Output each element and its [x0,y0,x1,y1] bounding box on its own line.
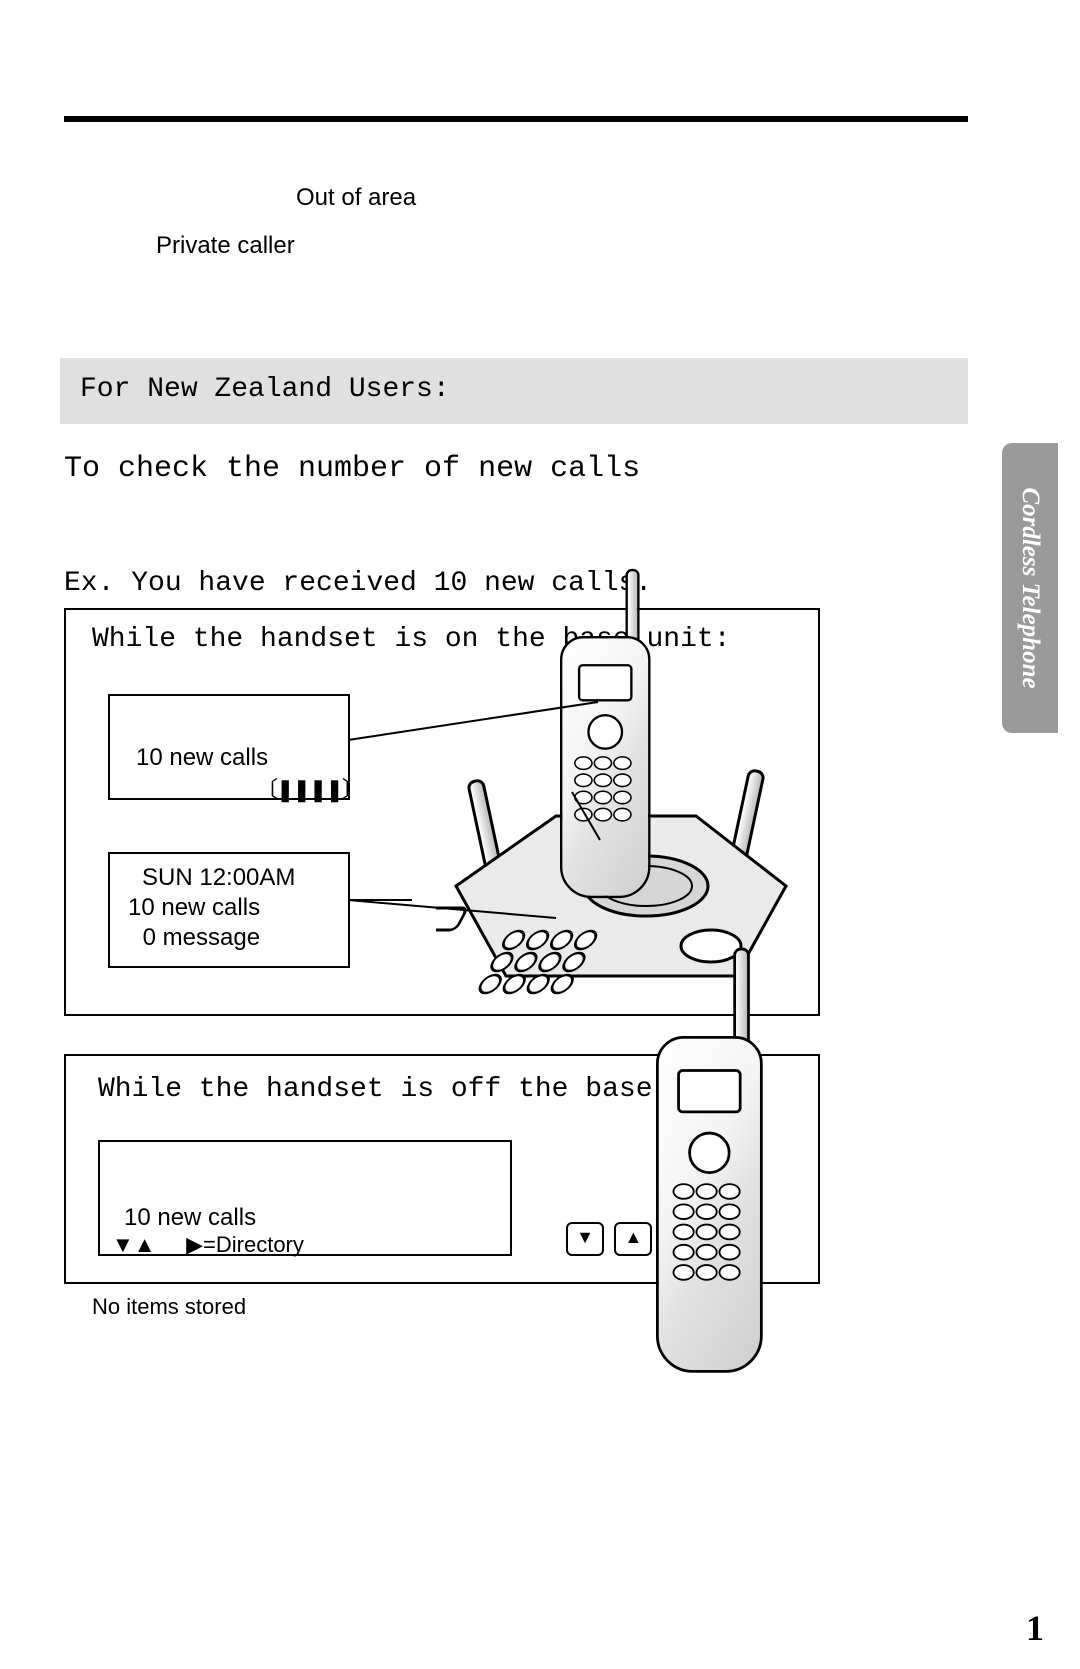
section-title: To check the number of new calls [64,452,640,486]
down-button-icon: ▼ [566,1222,604,1256]
box1-base-line3: 0 message [136,924,260,952]
notice-heading: For New Zealand Users: [80,374,450,405]
box2-disp-line1: 10 new calls [124,1204,256,1232]
definition-out-of-area: Out of area [296,184,416,212]
nav-buttons-illustration: ▼ ▲ [566,1222,658,1256]
box2-disp-line2: ▼▲ ▶=Directory [112,1232,304,1258]
side-tab-label: Cordless Telephone [1016,487,1044,688]
example-line: Ex. You have received 10 new calls. [64,568,652,599]
top-rule [64,116,968,122]
box1-base-line1: SUN 12:00AM [142,864,295,892]
page: Out of area Private caller For New Zeala… [0,0,1080,1669]
battery-icon: 〔❚❚❚❚〕 [256,772,362,804]
page-number: 1 [1026,1607,1044,1649]
box1-base-line2: 10 new calls [128,894,260,922]
side-tab: Cordless Telephone [1002,443,1058,733]
box2-footnote: No items stored [92,1294,246,1320]
definition-private-caller: Private caller [156,232,295,260]
box1-handset-line1: 10 new calls [136,744,268,772]
up-button-icon: ▲ [614,1222,652,1256]
